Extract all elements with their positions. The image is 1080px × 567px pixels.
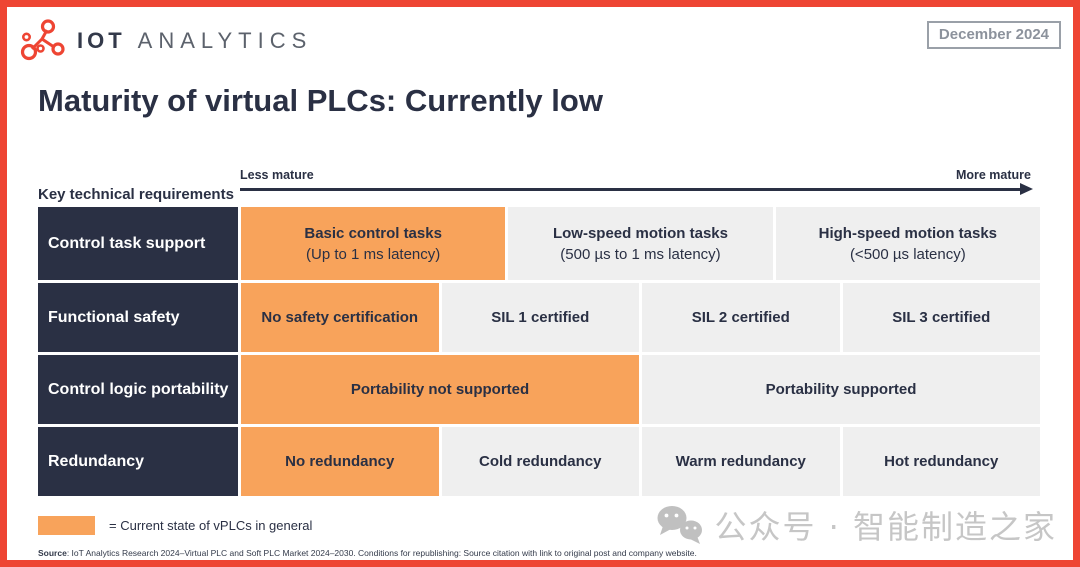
legend-label: = Current state of vPLCs in general [109, 518, 313, 533]
maturity-matrix: Control task support Basic control tasks (… [38, 207, 1040, 496]
matrix-row: Functional safety No safety certification… [38, 283, 1040, 352]
source-note: Source: IoT Analytics Research 2024–Virt… [38, 548, 697, 558]
brand-name-iot: IOT [77, 28, 126, 53]
cell-sub-text: (<500 µs latency) [849, 245, 966, 263]
cell-main-text: Low-speed motion tasks [552, 224, 728, 242]
matrix-cell: SIL 3 certified [842, 283, 1040, 352]
cell-main-text: No redundancy [285, 453, 395, 470]
matrix-cell: SIL 2 certified [642, 283, 840, 352]
matrix-cell: High-speed motion tasks (<500 µs latency) [775, 207, 1040, 280]
cell-main-text: Portability not supported [350, 381, 530, 398]
wechat-bubbles-icon [657, 506, 703, 544]
matrix-row: Control logic portability Portability not… [38, 355, 1040, 424]
matrix-row-cells: Basic control tasks (Up to 1 ms latency) L… [241, 207, 1040, 280]
brand-name-analytics: ANALYTICS [137, 28, 313, 53]
cell-main-text: Hot redundancy [884, 453, 999, 470]
matrix-cell-current-state: Portability not supported [241, 355, 639, 424]
axis-arrow-line [240, 188, 1023, 191]
cell-main-text: SIL 3 certified [892, 309, 991, 326]
row-header-label: Key technical requirements [38, 186, 234, 203]
date-badge: December 2024 [926, 21, 1061, 49]
matrix-cell-current-state: Basic control tasks (Up to 1 ms latency) [241, 207, 506, 280]
matrix-row-cells: Portability not supported Portability sup… [241, 355, 1040, 424]
maturity-axis: Less mature More mature [240, 165, 1033, 201]
source-label: Source [38, 548, 67, 558]
cell-main-text: Cold redundancy [478, 453, 602, 470]
axis-label-less-mature: Less mature [240, 168, 314, 182]
matrix-cell-current-state: No safety certification [241, 283, 439, 352]
cell-sub-text: (500 µs to 1 ms latency) [560, 245, 721, 263]
cell-main-text: High-speed motion tasks [818, 224, 997, 242]
legend: = Current state of vPLCs in general [38, 516, 312, 535]
wechat-watermark: 公众号 · 智能制造之家 [656, 502, 1057, 548]
cell-main-text: Portability supported [765, 381, 917, 398]
cell-main-text: SIL 2 certified [691, 309, 790, 326]
axis-label-more-mature: More mature [955, 168, 1031, 182]
cell-main-text: Basic control tasks [304, 224, 442, 242]
cell-main-text: Warm redundancy [675, 453, 806, 470]
requirement-label: Control task support [38, 207, 238, 280]
matrix-cell: Portability supported [642, 355, 1040, 424]
cell-main-text: No safety certification [261, 309, 419, 326]
matrix-cell-current-state: No redundancy [241, 427, 439, 496]
matrix-cell: Low-speed motion tasks (500 µs to 1 ms la… [508, 207, 773, 280]
matrix-cell: Cold redundancy [441, 427, 639, 496]
iot-analytics-logo-icon [20, 19, 65, 61]
matrix-row-cells: No redundancy Cold redundancy Warm redunda… [241, 427, 1040, 496]
matrix-row: Control task support Basic control tasks (… [38, 207, 1040, 280]
matrix-row: Redundancy No redundancy Cold redundancy Wa… [38, 427, 1040, 496]
requirement-label: Functional safety [38, 283, 238, 352]
cell-main-text: SIL 1 certified [491, 309, 590, 326]
axis-arrowhead-icon [1020, 183, 1033, 195]
page-title: Maturity of virtual PLCs: Currently low [38, 83, 603, 118]
matrix-cell: Hot redundancy [842, 427, 1040, 496]
legend-swatch [38, 516, 95, 535]
matrix-row-cells: No safety certification SIL 1 certified SI… [241, 283, 1040, 352]
matrix-cell: Warm redundancy [642, 427, 840, 496]
brand-logo: IOT ANALYTICS [19, 19, 312, 63]
watermark-text: 公众号 · 智能制造之家 [714, 508, 1057, 546]
source-text: : IoT Analytics Research 2024–Virtual PL… [66, 548, 697, 558]
matrix-cell: SIL 1 certified [441, 283, 639, 352]
requirement-label: Redundancy [38, 427, 238, 496]
cell-sub-text: (Up to 1 ms latency) [306, 245, 441, 263]
requirement-label: Control logic portability [38, 355, 238, 424]
